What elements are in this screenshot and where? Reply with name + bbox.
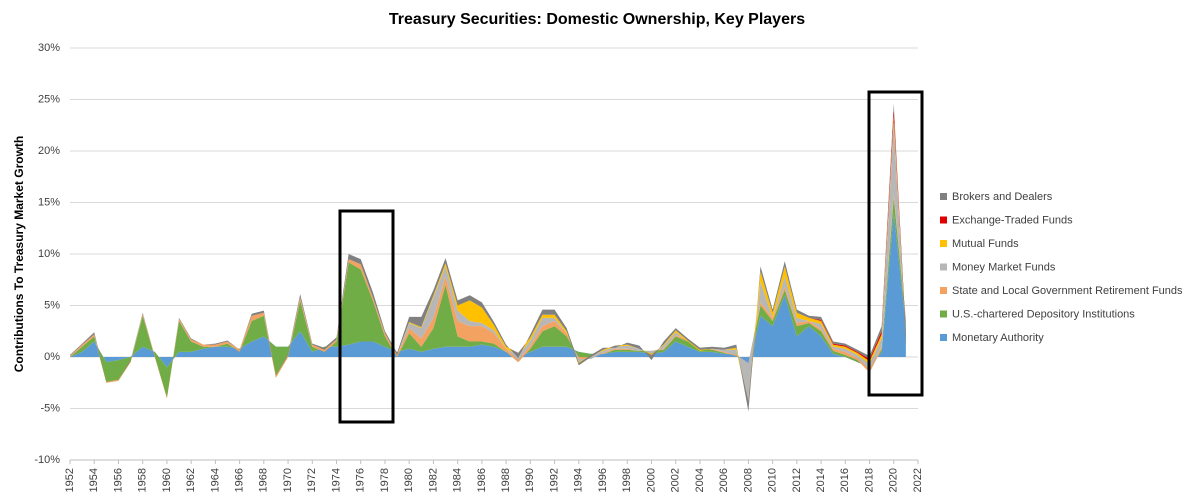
x-tick-label: 1966 xyxy=(234,468,246,492)
x-tick-label: 1992 xyxy=(548,468,560,492)
legend-swatch xyxy=(940,216,947,224)
highlight-box xyxy=(867,90,924,397)
x-tick-label: 1954 xyxy=(88,468,100,492)
x-tick-label: 1982 xyxy=(427,468,439,492)
x-tick-label: 1996 xyxy=(597,468,609,492)
legend-swatch xyxy=(940,240,947,247)
y-tick-label: 20% xyxy=(38,145,60,157)
x-tick-label: 1984 xyxy=(452,468,464,492)
y-tick-label: -10% xyxy=(34,454,60,466)
y-tick-label: 25% xyxy=(38,93,60,105)
x-tick-label: 1980 xyxy=(403,468,415,492)
x-tick-label: 1978 xyxy=(379,468,391,492)
y-tick-label: -5% xyxy=(40,402,60,414)
x-tick-label: 2022 xyxy=(912,468,924,492)
legend-swatch xyxy=(940,263,947,271)
y-tick-label: 30% xyxy=(38,42,60,54)
x-tick-label: 1960 xyxy=(161,468,173,492)
area xyxy=(70,103,906,412)
legend-swatch xyxy=(940,334,947,341)
x-tick-label: 2020 xyxy=(888,468,900,492)
x-tick-label: 2004 xyxy=(694,468,706,492)
y-tick-label: 5% xyxy=(44,299,60,311)
legend-label: Money Market Funds xyxy=(952,261,1056,273)
x-tick-label: 1956 xyxy=(112,468,124,492)
y-tick-label: 15% xyxy=(38,196,60,208)
plot-area xyxy=(70,47,918,461)
x-tick-label: 1988 xyxy=(500,468,512,492)
legend-swatch xyxy=(940,287,947,294)
y-tick-label: 10% xyxy=(38,248,60,260)
legend-label: State and Local Government Retirement Fu… xyxy=(952,285,1183,297)
x-tick-label: 1972 xyxy=(306,468,318,492)
x-tick-label: 1974 xyxy=(330,468,342,492)
legend-swatch xyxy=(940,310,947,318)
x-tick-label: 1994 xyxy=(573,468,585,492)
x-tick-label: 1998 xyxy=(621,468,633,492)
y-tick-label: 0% xyxy=(44,351,60,363)
area xyxy=(70,122,906,405)
area xyxy=(70,117,906,405)
x-tick-label: 2014 xyxy=(815,468,827,492)
x-tick-label: 1964 xyxy=(209,468,221,492)
x-tick-label: 1952 xyxy=(64,468,76,492)
x-tick-label: 2002 xyxy=(670,468,682,492)
highlight-box xyxy=(338,209,395,424)
x-tick-label: 1958 xyxy=(137,468,149,492)
x-tick-label: 2018 xyxy=(863,468,875,492)
x-tick-label: 2006 xyxy=(718,468,730,492)
y-axis-title: Contributions To Treasury Market Growth xyxy=(12,136,26,372)
x-tick-label: 1976 xyxy=(355,468,367,492)
x-tick-label: 2016 xyxy=(839,468,851,492)
chart-title: Treasury Securities: Domestic Ownership,… xyxy=(389,11,805,28)
legend-swatch xyxy=(940,193,947,200)
x-tick-label: 2010 xyxy=(767,468,779,492)
x-tick-label: 1990 xyxy=(524,468,536,492)
x-tick-label: 2008 xyxy=(742,468,754,492)
x-tick-label: 1968 xyxy=(258,468,270,492)
legend-label: U.S.-chartered Depository Institutions xyxy=(952,308,1135,320)
legend-label: Mutual Funds xyxy=(952,238,1019,250)
x-tick-label: 1970 xyxy=(282,468,294,492)
x-tick-label: 2012 xyxy=(791,468,803,492)
legend-label: Exchange-Traded Funds xyxy=(952,214,1073,226)
x-tick-label: 1962 xyxy=(185,468,197,492)
x-tick-label: 1986 xyxy=(476,468,488,492)
legend-label: Brokers and Dealers xyxy=(952,191,1053,203)
legend-label: Monetary Authority xyxy=(952,332,1044,344)
x-tick-label: 2000 xyxy=(645,468,657,492)
